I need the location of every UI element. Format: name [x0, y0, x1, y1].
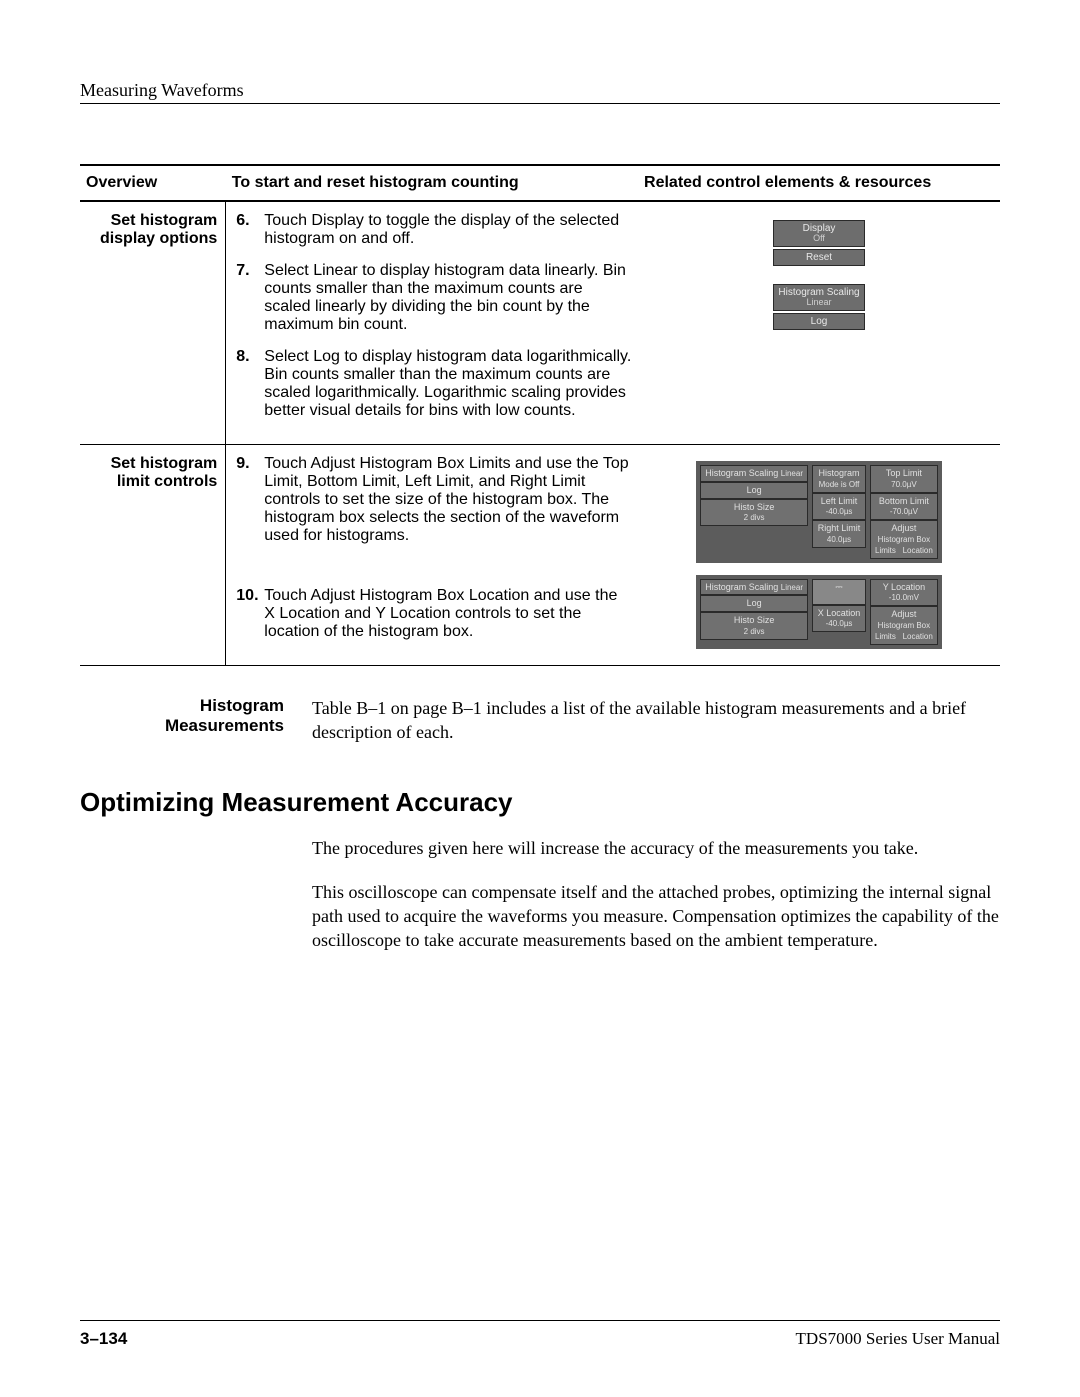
step: 7. Select Linear to display histogram da… — [236, 262, 632, 334]
col-resources: Related control elements & resources — [638, 165, 1000, 201]
step: 10. Touch Adjust Histogram Box Location … — [236, 587, 632, 641]
display-state: Off — [778, 234, 859, 244]
log-button[interactable]: Log — [700, 482, 808, 499]
section-heading: Optimizing Measurement Accuracy — [80, 787, 1000, 818]
step-number: 7. — [236, 262, 264, 334]
left-limit[interactable]: Left Limit -40.0µs — [812, 493, 866, 521]
table-row: Set histogram display options 6. Touch D… — [80, 201, 1000, 445]
step-text: Select Linear to display histogram data … — [264, 262, 632, 334]
display-button[interactable]: Display Off — [773, 220, 864, 247]
waveform-preview: ⎓ — [812, 579, 866, 605]
scaling-block: Histogram Scaling Linear — [700, 465, 808, 482]
bottom-limit[interactable]: Bottom Limit -70.0µV — [870, 493, 938, 521]
step: 8. Select Log to display histogram data … — [236, 348, 632, 420]
log-button[interactable]: Log — [700, 595, 808, 612]
x-location[interactable]: X Location -40.0µs — [812, 605, 866, 633]
manual-title: TDS7000 Series User Manual — [796, 1329, 1000, 1349]
reset-button[interactable]: Reset — [773, 249, 864, 266]
right-limit[interactable]: Right Limit 40.0µs — [812, 520, 866, 548]
running-head: Measuring Waveforms — [80, 80, 1000, 104]
body-paragraph: The procedures given here will increase … — [312, 836, 1000, 860]
step: 6. Touch Display to toggle the display o… — [236, 212, 632, 248]
resources-cell: Histogram Scaling Linear Log Histo Size … — [638, 445, 1000, 666]
top-limit[interactable]: Top Limit 70.0µV — [870, 465, 938, 493]
ui-panel-limits: Histogram Scaling Linear Log Histo Size … — [696, 461, 942, 563]
table-row: Set histogram limit controls 9. Touch Ad… — [80, 445, 1000, 666]
resources-cell: Display Off Reset Histogram Scaling Line… — [638, 201, 1000, 445]
steps-cell: 6. Touch Display to toggle the display o… — [226, 201, 638, 445]
histo-size: Histo Size 2 divs — [700, 612, 808, 640]
step-text: Touch Display to toggle the display of t… — [264, 212, 632, 248]
col-overview: Overview — [80, 165, 226, 201]
scaling-block: Histogram Scaling Linear — [700, 579, 808, 596]
mode-block: Histogram Mode is Off — [812, 465, 866, 493]
step-number: 8. — [236, 348, 264, 420]
histo-size: Histo Size 2 divs — [700, 499, 808, 527]
steps-cell: 9. Touch Adjust Histogram Box Limits and… — [226, 445, 638, 666]
step-number: 6. — [236, 212, 264, 248]
log-button[interactable]: Log — [773, 313, 864, 330]
side-label: Histogram Measurements — [80, 696, 312, 745]
overview-label: Set histogram display options — [80, 201, 226, 445]
step-number: 10. — [236, 587, 264, 641]
side-body: Table B–1 on page B–1 includes a list of… — [312, 696, 1000, 745]
page-footer: 3–134 TDS7000 Series User Manual — [80, 1320, 1000, 1349]
step-number: 9. — [236, 455, 264, 545]
adjust-block: Adjust Histogram Box Limits Location — [870, 520, 938, 558]
step-text: Select Log to display histogram data log… — [264, 348, 632, 420]
adjust-block: Adjust Histogram Box Limits Location — [870, 606, 938, 644]
ui-panel-location: Histogram Scaling Linear Log Histo Size … — [696, 575, 942, 649]
linear-option[interactable]: Linear — [778, 298, 859, 308]
overview-label: Set histogram limit controls — [80, 445, 226, 666]
manual-page: Measuring Waveforms Overview To start an… — [0, 0, 1080, 1397]
procedure-table: Overview To start and reset histogram co… — [80, 164, 1000, 666]
ui-screenshot: Display Off Reset Histogram Scaling Line… — [773, 218, 864, 332]
page-number: 3–134 — [80, 1329, 127, 1349]
step: 9. Touch Adjust Histogram Box Limits and… — [236, 455, 632, 545]
scaling-label: Histogram Scaling Linear — [773, 284, 864, 311]
body-paragraph: This oscilloscope can compensate itself … — [312, 880, 1000, 953]
step-text: Touch Adjust Histogram Box Location and … — [264, 587, 632, 641]
histogram-measurements-note: Histogram Measurements Table B–1 on page… — [80, 696, 1000, 745]
step-text: Touch Adjust Histogram Box Limits and us… — [264, 455, 632, 545]
y-location[interactable]: Y Location -10.0mV — [870, 579, 938, 607]
col-steps: To start and reset histogram counting — [226, 165, 638, 201]
